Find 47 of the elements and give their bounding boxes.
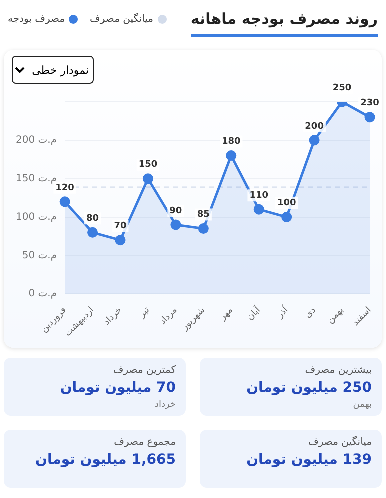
point <box>364 112 376 123</box>
x-tick-label: دی <box>303 306 318 321</box>
y-tick-label: 150 م.ت <box>16 173 58 184</box>
legend-label: مصرف بودجه <box>8 14 66 25</box>
data-label: 90 <box>170 206 182 216</box>
point <box>226 150 237 162</box>
text: مجموع مصرف 1,665 میلیون تومان <box>34 437 176 468</box>
point <box>142 174 154 184</box>
text: میانگین مصرف 139 میلیون تومان <box>246 437 372 468</box>
data-label: 180 <box>222 137 241 148</box>
data-label: 230 <box>360 98 380 109</box>
y-tick-label: 0 م.ت <box>28 288 58 300</box>
point <box>309 135 320 146</box>
y-tick-label: 100 م.ت <box>16 212 58 223</box>
x-tick-label: آذر <box>274 304 291 322</box>
data-label: 150 <box>138 160 158 170</box>
data-label: 80 <box>86 214 100 224</box>
text: بیشترین مصرف 250 میلیون تومان بهمن <box>246 365 372 410</box>
x-tick-label: شهریور <box>180 306 208 334</box>
point <box>198 224 209 234</box>
y-tick-label: 200 م.ت <box>16 135 58 146</box>
point <box>254 204 264 215</box>
point <box>115 235 126 246</box>
x-tick-label: فروردین <box>40 306 69 335</box>
x-tick-label: مهر <box>218 306 236 324</box>
text: کمترین مصرف 70 میلیون تومان خرداد <box>59 365 176 410</box>
point <box>60 196 70 208</box>
chart-title: روند مصرف بودجه ماهانه <box>190 10 378 37</box>
data-label: 200 <box>305 122 324 132</box>
point <box>282 212 292 223</box>
x-tick-label: مرداد <box>158 306 180 328</box>
y-tick-label: 50 م.ت <box>22 250 58 262</box>
x-tick-label: تیر <box>137 305 152 321</box>
data-label: 250 <box>332 83 352 94</box>
text: نمودار خطی <box>12 56 94 84</box>
point <box>170 220 182 230</box>
data-label: 100 <box>277 198 296 209</box>
point <box>88 227 98 238</box>
x-tick-label: اسفند <box>351 306 374 328</box>
data-label: 120 <box>56 183 74 194</box>
x-tick-label: بهمن <box>326 306 346 326</box>
x-tick-label: خرداد <box>102 306 124 328</box>
legend-label: میانگین مصرف <box>90 14 154 25</box>
x-tick-label: آبان <box>244 304 264 323</box>
data-label: 110 <box>250 190 269 201</box>
data-label: 70 <box>114 222 127 232</box>
data-label: 85 <box>197 210 210 220</box>
